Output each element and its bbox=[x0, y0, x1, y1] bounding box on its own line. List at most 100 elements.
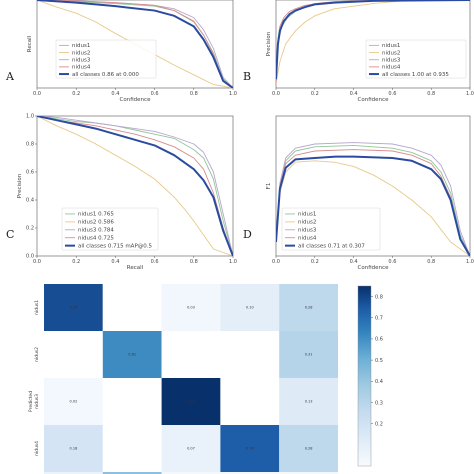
heatmap-cell-label: 0.28 bbox=[305, 447, 313, 451]
panel-letter-b: B bbox=[243, 70, 251, 83]
heatmap-cell bbox=[44, 284, 103, 331]
x-tick-label-b: 0.0 bbox=[272, 91, 280, 97]
heatmap-cell-label: 0.18 bbox=[70, 447, 78, 451]
heatmap-cell-label: 0.74 bbox=[246, 447, 255, 451]
x-axis-label-d: Confidence bbox=[358, 265, 390, 271]
colorbar-tick-label: 0.5 bbox=[375, 358, 383, 364]
legend-label-a-nidus4: nidus4 bbox=[72, 65, 91, 71]
legend-box-c bbox=[61, 207, 159, 251]
x-tick-label-b: 0.6 bbox=[388, 91, 396, 97]
legend-label-a-nidus3: nidus3 bbox=[72, 58, 91, 64]
heatmap-cell bbox=[161, 284, 221, 331]
panel-letter-d: D bbox=[243, 228, 252, 241]
legend-label-a-nidus1: nidus1 bbox=[72, 43, 90, 49]
legend-label-d-nidus4: nidus4 bbox=[298, 236, 317, 242]
legend-label-c-nidus4: nidus4 0.725 bbox=[78, 236, 114, 242]
colorbar-tick-label: 0.7 bbox=[375, 316, 383, 322]
x-tick-label-c: 1.0 bbox=[229, 259, 237, 265]
heatmap-cell-partial bbox=[161, 472, 221, 474]
heatmap-cell bbox=[102, 425, 162, 472]
heatmap-cell bbox=[220, 284, 280, 331]
series-line-c-nidus3 bbox=[37, 116, 233, 256]
heatmap-cell bbox=[44, 425, 103, 472]
heatmap-cell-label: 0.78 bbox=[70, 306, 78, 310]
series-line-d-nidus3 bbox=[276, 142, 470, 256]
x-tick-label-c: 0.0 bbox=[33, 259, 41, 265]
heatmap-cell-label: 0.02 bbox=[70, 400, 78, 404]
confusion-matrix: 0.78 0.03 0.10 0.28 0.61 0.31 0.02 0.90 0.13 0.18… bbox=[28, 284, 383, 474]
colorbar-tick-label: 0.8 bbox=[375, 294, 383, 300]
panel-letter-a: A bbox=[5, 70, 15, 83]
x-tick-label-b: 0.8 bbox=[427, 91, 435, 97]
x-tick-label-d: 1.0 bbox=[466, 259, 474, 265]
x-tick-label-b: 1.0 bbox=[466, 91, 474, 97]
legend-label-d-nidus1: nidus1 bbox=[298, 212, 316, 218]
series-line-c-all bbox=[37, 116, 233, 256]
colorbar-tick-label: 0.4 bbox=[375, 379, 383, 385]
heatmap-cell bbox=[44, 378, 103, 425]
colorbar-tick-label: 0.2 bbox=[375, 421, 383, 427]
legend-label-d-nidus2: nidus2 bbox=[298, 220, 316, 226]
x-tick-label-b: 0.4 bbox=[350, 91, 358, 97]
heatmap-cell-partial bbox=[279, 472, 338, 474]
colorbar-tick-label: 0.6 bbox=[375, 337, 383, 343]
panel-c: 0.0 0.2 0.4 0.6 0.8 1.0 0.0 0.2 0.4 0.6 0.8 1.0 Reca… bbox=[6, 114, 237, 271]
heatmap-row-label: nidus4 bbox=[34, 441, 40, 456]
legend-label-b-nidus4: nidus4 bbox=[382, 65, 401, 71]
series-line-a-all bbox=[37, 0, 233, 88]
heatmap-cell-label: 0.07 bbox=[187, 447, 195, 451]
x-axis-label-c: Recall bbox=[127, 265, 144, 271]
y-tick-label-c: 0.8 bbox=[26, 142, 34, 148]
y-tick-label-c: 0.0 bbox=[26, 254, 34, 260]
colorbar bbox=[357, 285, 372, 467]
x-tick-label-a: 1.0 bbox=[229, 91, 237, 97]
legend-label-b-nidus3: nidus3 bbox=[382, 58, 401, 64]
heatmap-row-label: nidus3 bbox=[34, 394, 40, 409]
series-line-d-nidus4 bbox=[276, 149, 470, 256]
x-tick-label-a: 0.2 bbox=[72, 91, 80, 97]
x-tick-label-b: 0.2 bbox=[311, 91, 319, 97]
y-tick-label-c: 0.4 bbox=[26, 198, 34, 204]
legend-box-d bbox=[281, 207, 381, 251]
legend-label-c-all: all classes 0.715 mAP@0.5 bbox=[78, 243, 153, 249]
series-line-c-nidus1 bbox=[37, 116, 233, 256]
legend-label-c-nidus3: nidus3 0.784 bbox=[78, 228, 114, 234]
legend-label-d-nidus3: nidus3 bbox=[298, 228, 317, 234]
x-axis-label-a: Confidence bbox=[120, 97, 152, 103]
heatmap-cell-partial bbox=[44, 472, 103, 474]
heatmap-cell bbox=[102, 284, 162, 331]
x-tick-label-c: 0.2 bbox=[72, 259, 80, 265]
legend-label-d-all: all classes 0.71 at 0.307 bbox=[298, 243, 365, 249]
x-tick-label-a: 0.0 bbox=[33, 91, 41, 97]
legend-box-a bbox=[55, 39, 157, 79]
legend-label-a-all: all classes 0.86 at 0.000 bbox=[72, 72, 139, 78]
series-line-d-all bbox=[276, 155, 470, 256]
heatmap-cell-label: 0.61 bbox=[128, 353, 136, 357]
legend-box-b bbox=[365, 39, 467, 79]
heatmap-cell-label: 0.31 bbox=[305, 353, 313, 357]
y-tick-label-c: 0.6 bbox=[26, 170, 34, 176]
heatmap-cell-label: 0.13 bbox=[305, 400, 313, 404]
heatmap-row-label: nidus2 bbox=[34, 347, 40, 362]
heatmap-cell bbox=[161, 378, 221, 425]
series-line-c-nidus4 bbox=[37, 116, 233, 256]
heatmap-cell bbox=[279, 331, 338, 378]
heatmap-row-label: nidus1 bbox=[34, 300, 40, 315]
panel-d: 0.0 0.2 0.4 0.6 0.8 1.0 Confidence F1 nidus1 nidu… bbox=[243, 115, 474, 271]
heatmap-y-axis-label: Predicted bbox=[28, 391, 34, 412]
x-tick-label-a: 0.4 bbox=[111, 91, 119, 97]
heatmap-cell bbox=[161, 425, 221, 472]
legend-label-b-nidus2: nidus2 bbox=[382, 50, 400, 56]
series-line-d-nidus1 bbox=[276, 144, 470, 256]
x-tick-label-d: 0.0 bbox=[272, 259, 280, 265]
heatmap-cell-label: 0.28 bbox=[305, 306, 313, 310]
heatmap-cell bbox=[279, 425, 338, 472]
series-line-b-nidus2 bbox=[276, 0, 470, 84]
heatmap-cell bbox=[102, 378, 162, 425]
x-tick-label-a: 0.8 bbox=[190, 91, 198, 97]
x-tick-label-d: 0.8 bbox=[427, 259, 435, 265]
x-tick-label-d: 0.6 bbox=[388, 259, 396, 265]
legend-label-c-nidus1: nidus1 0.765 bbox=[78, 212, 114, 218]
y-tick-label-c: 1.0 bbox=[26, 114, 34, 120]
y-axis-label-b: Precision bbox=[266, 31, 272, 56]
